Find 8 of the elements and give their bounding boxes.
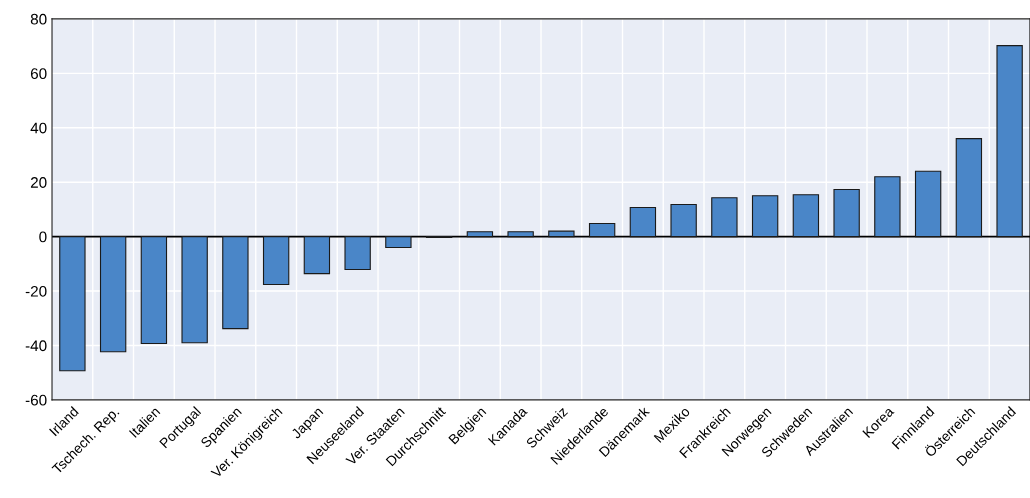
y-tick-label: -20 xyxy=(25,285,47,297)
y-tick-label: 20 xyxy=(30,177,47,188)
y-tick-label: -40 xyxy=(25,340,47,352)
y-tick-label: -60 xyxy=(25,394,47,406)
y-tick-label: 40 xyxy=(30,122,47,134)
y-tick-label: 0 xyxy=(39,231,47,243)
y-tick-label: 60 xyxy=(30,68,47,80)
y-tick-label: 80 xyxy=(30,13,47,25)
